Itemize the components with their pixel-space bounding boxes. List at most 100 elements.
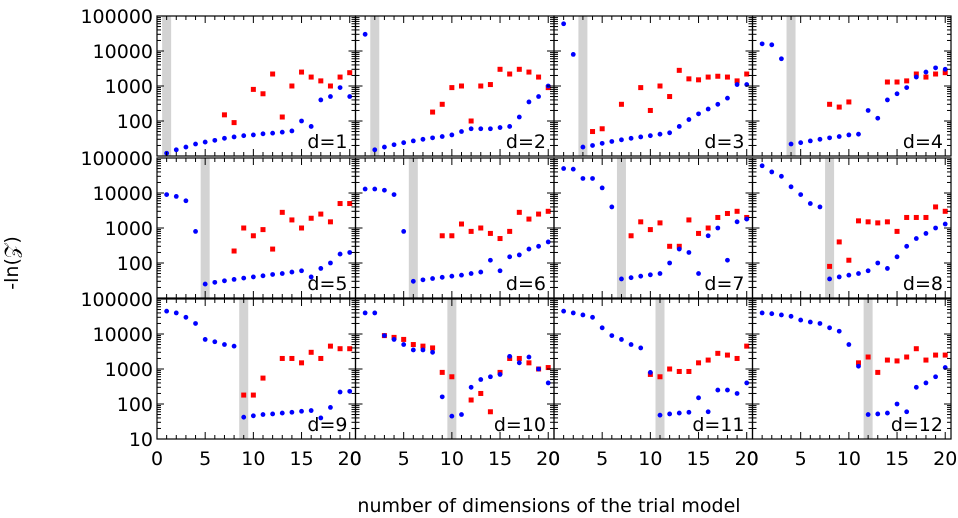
red-point xyxy=(894,228,900,234)
blue-point xyxy=(545,380,551,386)
red-point xyxy=(705,357,711,363)
blue-point xyxy=(193,141,198,147)
blue-point xyxy=(628,135,634,141)
panel-label: d=12 xyxy=(891,414,943,436)
blue-point xyxy=(279,129,285,135)
blue-point xyxy=(193,228,198,234)
blue-point xyxy=(250,413,256,419)
red-point xyxy=(526,360,532,366)
blue-point xyxy=(270,411,276,417)
panel-label: d=5 xyxy=(307,273,347,295)
red-point xyxy=(241,225,247,231)
blue-point xyxy=(846,132,852,138)
blue-point xyxy=(183,198,189,204)
x-tick-label: 10 xyxy=(638,448,662,470)
blue-point xyxy=(308,124,314,129)
red-point xyxy=(299,225,305,231)
blue-point xyxy=(798,140,804,146)
red-point xyxy=(942,352,948,358)
red-point xyxy=(638,219,644,225)
blue-point xyxy=(173,310,179,316)
x-tick-label: 15 xyxy=(289,448,313,470)
red-point xyxy=(696,77,702,83)
red-point xyxy=(933,352,939,358)
red-point xyxy=(904,78,910,84)
blue-point xyxy=(696,395,701,401)
red-point xyxy=(715,73,721,79)
red-point xyxy=(507,228,513,234)
blue-point xyxy=(222,278,227,284)
blue-point xyxy=(439,134,445,139)
blue-point xyxy=(439,394,445,400)
x-tick-label: 20 xyxy=(735,448,759,470)
red-point xyxy=(715,350,721,356)
blue-point xyxy=(933,374,938,380)
blue-point xyxy=(807,201,813,206)
blue-point xyxy=(744,380,750,386)
blue-point xyxy=(391,142,397,148)
blue-point xyxy=(705,233,711,239)
red-point xyxy=(827,263,833,269)
x-tick-label: 5 xyxy=(596,448,608,470)
red-point xyxy=(337,346,343,352)
blue-point xyxy=(328,94,333,99)
blue-point xyxy=(667,260,673,266)
red-point xyxy=(260,227,266,233)
red-point xyxy=(724,352,730,358)
blue-point xyxy=(318,97,324,103)
red-point xyxy=(241,392,247,398)
blue-point xyxy=(202,139,208,145)
red-point xyxy=(734,355,740,361)
true-dimension-band xyxy=(578,16,588,156)
panel-label: d=7 xyxy=(704,273,744,295)
blue-point xyxy=(788,141,794,147)
red-point xyxy=(410,342,416,348)
red-point xyxy=(308,74,314,80)
blue-point xyxy=(619,337,624,342)
x-axis-label: number of dimensions of the trial model xyxy=(357,495,740,517)
blue-point xyxy=(759,310,765,316)
true-dimension-band xyxy=(200,158,210,298)
blue-point xyxy=(536,366,541,372)
blue-point xyxy=(836,274,842,280)
x-tick-label: 0 xyxy=(349,448,361,470)
blue-point xyxy=(507,254,513,260)
red-point xyxy=(468,118,474,124)
x-tick-label: 10 xyxy=(440,448,464,470)
blue-point xyxy=(347,388,353,394)
red-point xyxy=(337,74,343,80)
blue-point xyxy=(570,166,576,172)
true-dimension-band xyxy=(370,16,380,156)
blue-point xyxy=(173,147,179,153)
y-tick-label: 100 xyxy=(117,253,153,275)
red-point xyxy=(933,71,939,77)
blue-point xyxy=(420,277,426,283)
blue-point xyxy=(647,369,653,375)
blue-point xyxy=(362,31,368,37)
blue-point xyxy=(299,268,304,274)
red-point xyxy=(705,225,711,231)
blue-point xyxy=(231,343,237,349)
blue-point xyxy=(904,409,910,415)
blue-point xyxy=(430,349,435,355)
blue-point xyxy=(715,387,721,393)
blue-point xyxy=(657,412,663,418)
blue-point xyxy=(516,360,522,366)
x-tick-label: 10 xyxy=(837,448,861,470)
blue-point xyxy=(875,260,881,266)
red-point xyxy=(299,360,305,366)
blue-point xyxy=(497,268,503,274)
panel-d=8: d=8 xyxy=(751,157,952,299)
blue-point xyxy=(270,272,276,277)
blue-point xyxy=(865,108,871,113)
y-tick-label: 1000 xyxy=(105,76,153,98)
red-point xyxy=(875,220,881,226)
blue-point xyxy=(308,408,314,413)
true-dimension-band xyxy=(655,299,665,439)
red-point xyxy=(657,374,663,380)
blue-point xyxy=(391,337,397,342)
red-point xyxy=(478,83,484,89)
blue-point xyxy=(260,412,266,417)
blue-point xyxy=(318,415,324,421)
red-point xyxy=(545,208,551,214)
